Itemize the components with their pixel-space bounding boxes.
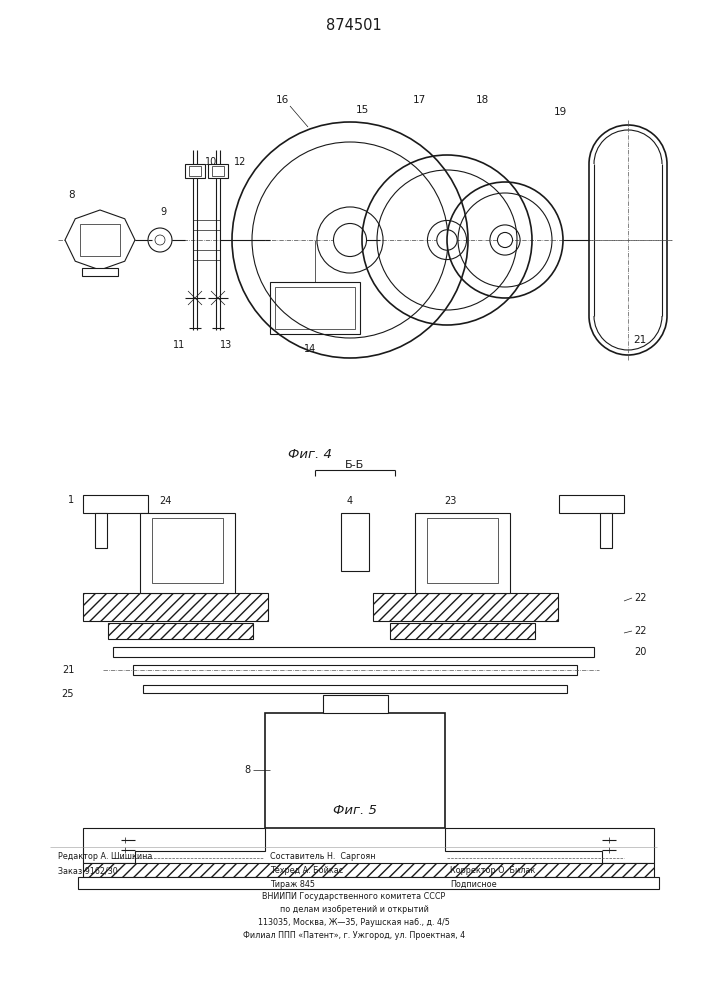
Text: 15: 15: [356, 105, 368, 115]
Bar: [341, 513, 369, 571]
Text: по делам изобретений и открытий: по делам изобретений и открытий: [279, 905, 428, 914]
Bar: [323, 695, 388, 713]
Bar: [265, 713, 445, 828]
Text: Фиг. 5: Фиг. 5: [333, 804, 377, 816]
Text: 13: 13: [220, 340, 232, 350]
Text: Составитель Н.  Саргоян: Составитель Н. Саргоян: [270, 852, 375, 861]
Text: 22: 22: [634, 593, 646, 603]
Bar: [83, 495, 148, 513]
Bar: [600, 513, 612, 548]
Text: Подписное: Подписное: [450, 880, 496, 889]
Text: 14: 14: [304, 344, 316, 354]
Text: 1: 1: [68, 495, 74, 505]
Bar: [82, 268, 118, 276]
Text: 16: 16: [275, 95, 288, 105]
Text: 19: 19: [554, 107, 566, 117]
Text: Б-Б: Б-Б: [346, 460, 365, 470]
Text: Техред А. Бойкас: Техред А. Бойкас: [270, 866, 344, 875]
Text: Заказ 9162/30: Заказ 9162/30: [58, 866, 118, 875]
Bar: [113, 647, 594, 657]
Circle shape: [155, 235, 165, 245]
Bar: [373, 593, 558, 621]
Text: 113035, Москва, Ж—35, Раушская наб., д. 4/5: 113035, Москва, Ж—35, Раушская наб., д. …: [258, 918, 450, 927]
Bar: [143, 685, 567, 693]
Bar: [78, 877, 659, 889]
Bar: [95, 513, 107, 548]
Text: 22: 22: [634, 626, 646, 636]
Bar: [83, 863, 654, 877]
Polygon shape: [445, 828, 654, 863]
Circle shape: [437, 230, 457, 250]
Circle shape: [148, 228, 172, 252]
Polygon shape: [83, 828, 265, 863]
Text: 8: 8: [244, 765, 250, 775]
Text: 9: 9: [160, 207, 166, 217]
Text: 12: 12: [234, 157, 246, 167]
Text: 25: 25: [62, 689, 74, 699]
Bar: [212, 166, 224, 176]
Text: Редактор А. Шишкина: Редактор А. Шишкина: [58, 852, 153, 861]
Bar: [83, 593, 268, 621]
Bar: [108, 623, 253, 639]
Bar: [140, 513, 235, 593]
Text: 23: 23: [444, 496, 456, 506]
Text: Тираж 845: Тираж 845: [270, 880, 315, 889]
Bar: [152, 518, 223, 583]
Text: Корректор О. Билак: Корректор О. Билак: [450, 866, 535, 875]
Bar: [390, 623, 535, 639]
Bar: [427, 518, 498, 583]
Text: 874501: 874501: [326, 17, 382, 32]
Text: 24: 24: [159, 496, 171, 506]
Text: 20: 20: [634, 647, 646, 657]
Text: ВНИИПИ Государственного комитета СССР: ВНИИПИ Государственного комитета СССР: [262, 892, 445, 901]
Bar: [133, 665, 577, 675]
Circle shape: [498, 232, 513, 248]
Text: 17: 17: [412, 95, 426, 105]
Polygon shape: [65, 210, 135, 270]
Bar: [189, 166, 201, 176]
Text: 11: 11: [173, 340, 185, 350]
Bar: [415, 513, 510, 593]
Bar: [208, 164, 228, 178]
Bar: [270, 282, 360, 334]
Text: Филиал ППП «Патент», г. Ужгород, ул. Проектная, 4: Филиал ППП «Патент», г. Ужгород, ул. Про…: [243, 931, 465, 940]
Text: 8: 8: [69, 190, 76, 200]
Bar: [559, 495, 624, 513]
Text: 21: 21: [633, 335, 647, 345]
Bar: [185, 164, 205, 178]
Text: 18: 18: [475, 95, 489, 105]
Text: Фиг. 4: Фиг. 4: [288, 448, 332, 462]
Bar: [80, 224, 120, 256]
Bar: [275, 287, 355, 329]
Text: 10: 10: [205, 157, 217, 167]
Text: 21: 21: [62, 665, 74, 675]
Text: 4: 4: [347, 496, 353, 506]
Circle shape: [334, 223, 366, 257]
